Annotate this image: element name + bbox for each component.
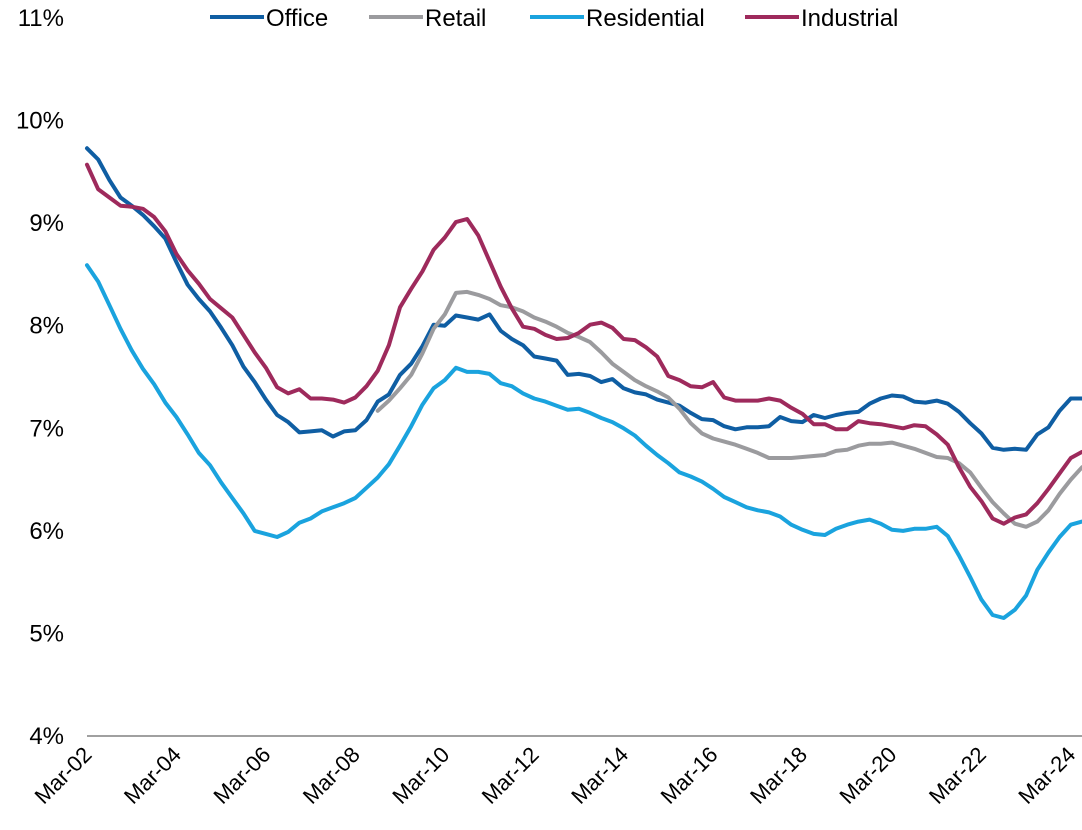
x-tick-label: Mar-14: [566, 742, 633, 809]
series-line-office: [85, 146, 1082, 452]
x-axis-tick-labels: Mar-02 Mar-04 Mar-06 Mar-08 Mar-10 Mar-12 Mar-…: [30, 742, 1081, 809]
x-tick-label: Mar-04: [119, 742, 186, 809]
legend-label-residential: Residential: [586, 5, 705, 32]
legend-label-industrial: Industrial: [801, 5, 898, 32]
x-tick-label: Mar-20: [835, 742, 902, 809]
x-tick-label: Mar-06: [208, 742, 275, 809]
y-tick-label: 5%: [29, 620, 64, 647]
y-tick-label: 8%: [29, 313, 64, 340]
chart-legend: Office Retail Residential Industrial: [210, 5, 898, 32]
legend-label-retail: Retail: [425, 5, 486, 32]
y-tick-label: 4%: [29, 723, 64, 750]
series-line-retail: [375, 289, 1082, 529]
y-tick-label: 11%: [18, 5, 64, 32]
y-tick-label: 6%: [29, 518, 64, 545]
series-lines: [85, 146, 1082, 620]
y-tick-label: 10%: [16, 108, 64, 135]
y-axis-tick-labels: 4% 5% 6% 7% 8% 9% 10% 11%: [16, 5, 64, 750]
x-tick-label: Mar-02: [30, 742, 97, 809]
y-tick-label: 9%: [29, 210, 64, 237]
x-tick-label: Mar-22: [924, 742, 991, 809]
x-tick-label: Mar-16: [656, 742, 723, 809]
series-line-residential: [85, 263, 1082, 620]
x-tick-label: Mar-18: [745, 742, 812, 809]
x-tick-label: Mar-24: [1013, 742, 1080, 809]
y-tick-label: 7%: [29, 415, 64, 442]
legend-label-office: Office: [266, 5, 328, 32]
x-tick-label: Mar-10: [387, 742, 454, 809]
series-line-industrial: [85, 162, 1082, 526]
x-tick-label: Mar-08: [298, 742, 365, 809]
x-tick-label: Mar-12: [477, 742, 544, 809]
